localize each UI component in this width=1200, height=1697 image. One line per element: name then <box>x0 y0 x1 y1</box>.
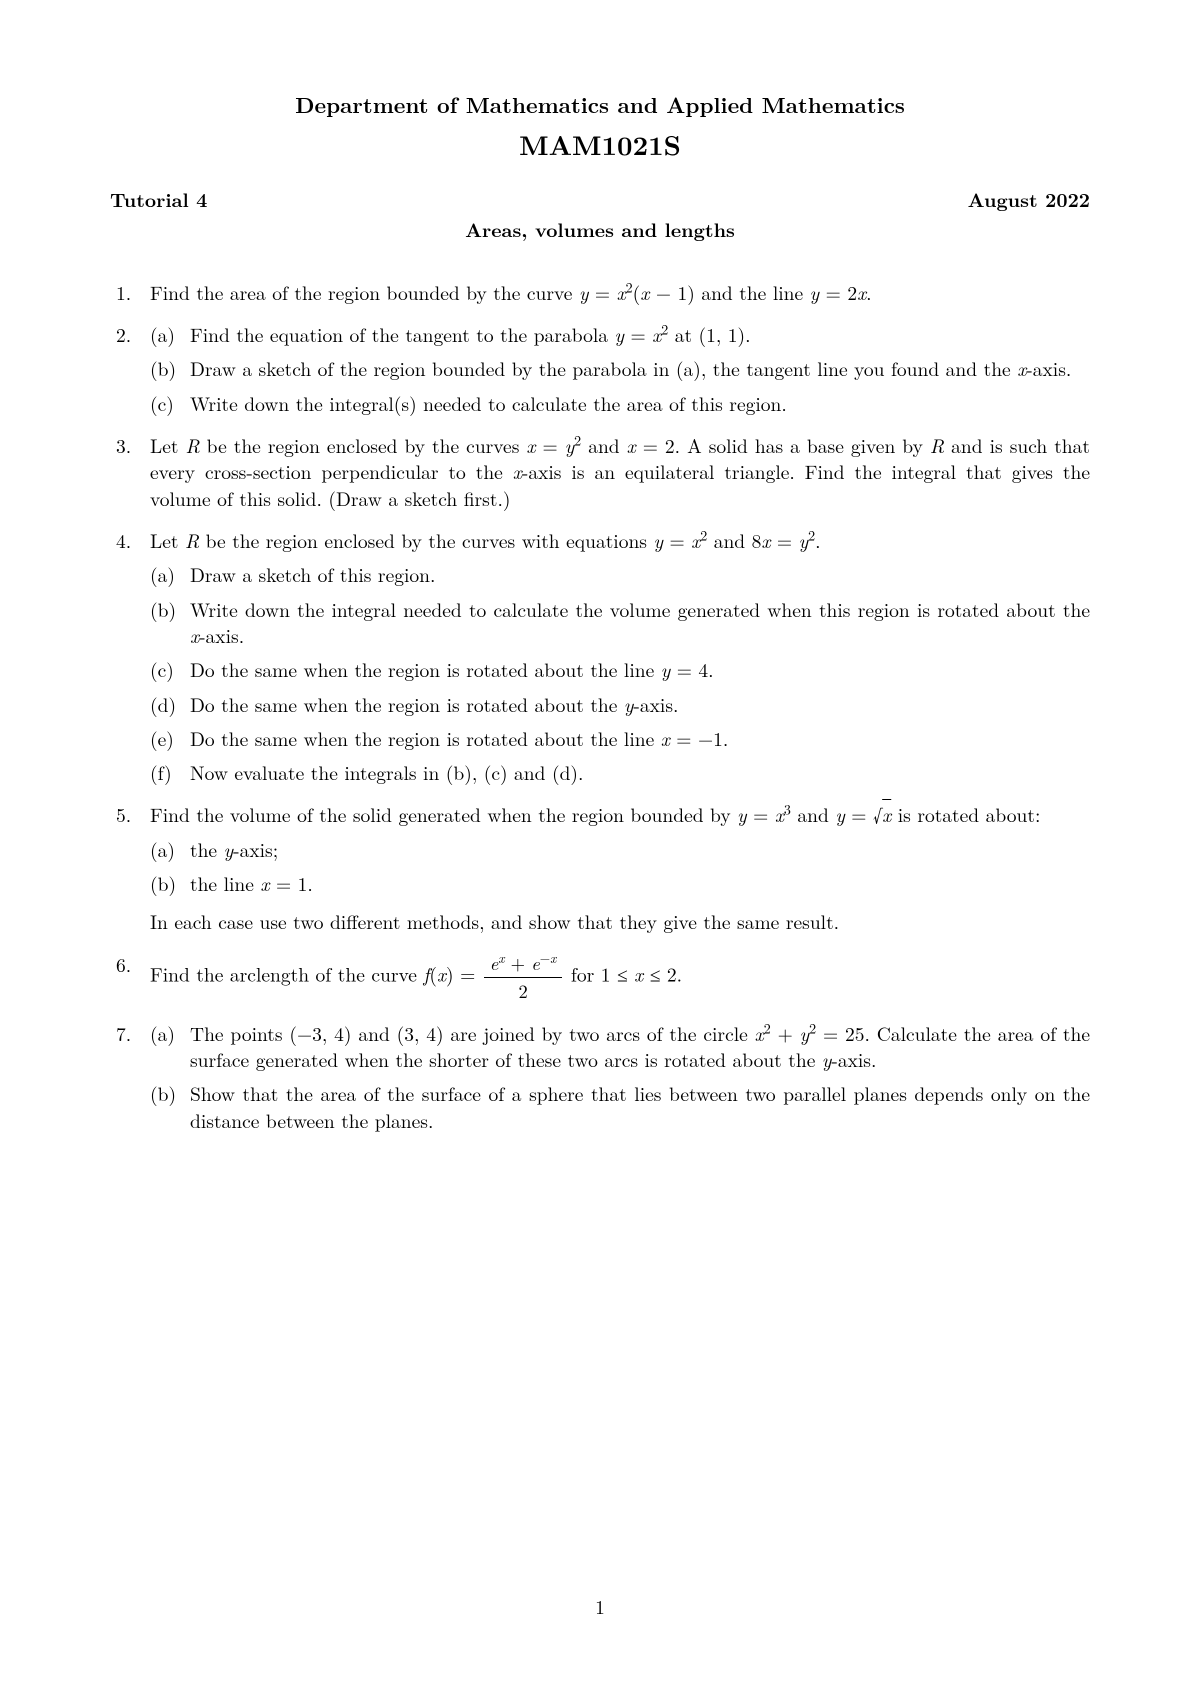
q1-text: Find the area of the region bounded by t… <box>150 279 1090 305</box>
q3-text: Let R be the region enclosed by the curv… <box>150 432 1090 511</box>
question-3: Let R be the region enclosed by the curv… <box>150 432 1090 511</box>
question-1: Find the area of the region bounded by t… <box>150 279 1090 305</box>
q7a: The points (−3, 4) and (3, 4) are joined… <box>190 1020 1090 1073</box>
tutorial-label: Tutorial 4 <box>110 186 207 212</box>
q5-sublist: the y-axis; the line x = 1. <box>150 836 1090 897</box>
q7b: Show that the area of the surface of a s… <box>190 1080 1090 1133</box>
q4-sublist: Draw a sketch of this region. Write down… <box>150 561 1090 785</box>
q4e: Do the same when the region is rotated a… <box>190 725 1090 751</box>
q5-intro: Find the volume of the solid generated w… <box>150 801 1090 827</box>
q5-outro: In each case use two different methods, … <box>150 908 1090 934</box>
document-header: Department of Mathematics and Applied Ma… <box>110 90 1090 162</box>
question-5: Find the volume of the solid generated w… <box>150 801 1090 934</box>
q2a: Find the equation of the tangent to the … <box>190 321 1090 347</box>
q7-sublist: The points (−3, 4) and (3, 4) are joined… <box>150 1020 1090 1133</box>
question-list: Find the area of the region bounded by t… <box>110 279 1090 1133</box>
q4-intro: Let R be the region enclosed by the curv… <box>150 527 1090 553</box>
question-6: Find the arclength of the curve f(x) = e… <box>150 951 1090 1004</box>
date-label: August 2022 <box>968 186 1090 212</box>
topic-title: Areas, volumes and lengths <box>110 216 1090 242</box>
q4c: Do the same when the region is rotated a… <box>190 656 1090 682</box>
q2c: Write down the integral(s) needed to cal… <box>190 390 1090 416</box>
question-2: Find the equation of the tangent to the … <box>150 321 1090 416</box>
q2b: Draw a sketch of the region bounded by t… <box>190 355 1090 381</box>
q4f: Now evaluate the integrals in (b), (c) a… <box>190 759 1090 785</box>
q5b: the line x = 1. <box>190 870 1090 896</box>
q4d: Do the same when the region is rotated a… <box>190 691 1090 717</box>
question-4: Let R be the region enclosed by the curv… <box>150 527 1090 786</box>
q4b: Write down the integral needed to calcul… <box>190 596 1090 649</box>
question-7: The points (−3, 4) and (3, 4) are joined… <box>150 1020 1090 1133</box>
q4a: Draw a sketch of this region. <box>190 561 1090 587</box>
subheader-row: Tutorial 4 August 2022 <box>110 186 1090 212</box>
course-code: MAM1021S <box>110 126 1090 162</box>
q5a: the y-axis; <box>190 836 1090 862</box>
page-number: 1 <box>595 1593 605 1619</box>
q2-sublist: Find the equation of the tangent to the … <box>150 321 1090 416</box>
department-name: Department of Mathematics and Applied Ma… <box>110 90 1090 120</box>
q6-text: Find the arclength of the curve f(x) = e… <box>150 951 1090 1004</box>
